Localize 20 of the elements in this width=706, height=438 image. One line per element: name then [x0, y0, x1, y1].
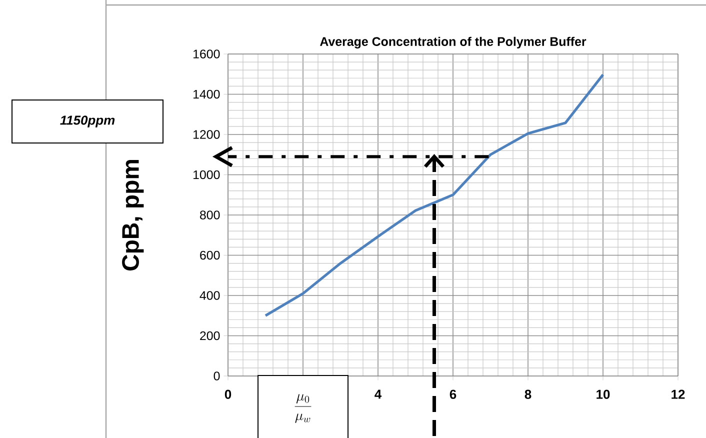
y-tick-label: 600 — [200, 250, 220, 260]
text: 1150ppm — [60, 116, 115, 128]
x-tick-label: 10 — [596, 390, 610, 399]
y-tick-label: 1400 — [193, 90, 220, 99]
x-tick-label: 12 — [672, 390, 685, 399]
x-tick-label: 4 — [374, 390, 382, 399]
x-axis-title: $\frac{\mu_0}{\mu_w}$ — [294, 394, 312, 424]
y-tick-label: 400 — [200, 291, 220, 300]
y-tick-label: 800 — [200, 210, 220, 220]
y-axis-title: CpB, ppm — [122, 160, 144, 270]
y-tick-label: 1000 — [193, 170, 220, 180]
x-tick-label: 0 — [224, 390, 232, 399]
y-tick-label: 1200 — [193, 130, 220, 139]
y-tick-label: 0 — [214, 372, 220, 380]
y-tick-label: 200 — [200, 331, 220, 340]
x-tick-label: 6 — [450, 390, 456, 399]
y-tick-label: 1600 — [193, 50, 220, 58]
line-series — [264, 73, 604, 317]
x-tick-label: 8 — [524, 390, 532, 399]
chart-title: Average Concentration of the Polymer Buffer — [320, 36, 586, 48]
